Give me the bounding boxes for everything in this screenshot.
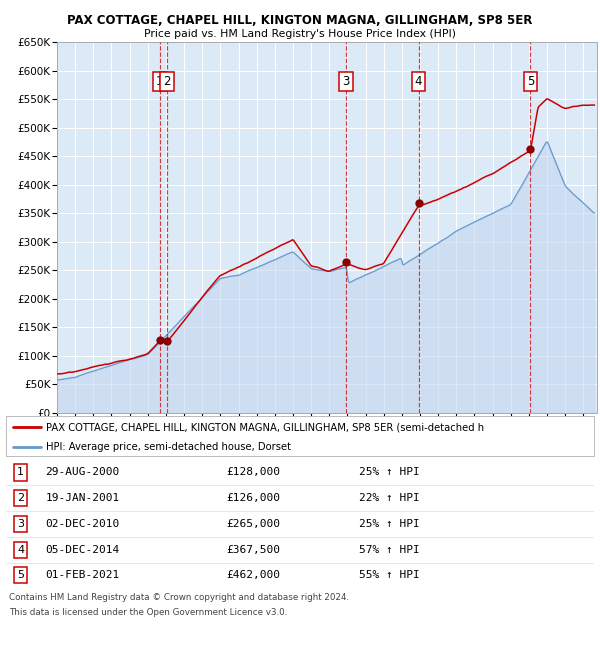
Text: £128,000: £128,000 <box>226 467 280 477</box>
Text: £265,000: £265,000 <box>226 519 280 529</box>
Text: 29-AUG-2000: 29-AUG-2000 <box>46 467 119 477</box>
Text: 1: 1 <box>17 467 24 477</box>
Text: 1: 1 <box>156 75 163 88</box>
Text: Contains HM Land Registry data © Crown copyright and database right 2024.: Contains HM Land Registry data © Crown c… <box>9 593 349 602</box>
Text: 3: 3 <box>342 75 350 88</box>
Text: PAX COTTAGE, CHAPEL HILL, KINGTON MAGNA, GILLINGHAM, SP8 5ER (semi-detached h: PAX COTTAGE, CHAPEL HILL, KINGTON MAGNA,… <box>46 422 484 432</box>
Text: £367,500: £367,500 <box>226 545 280 554</box>
Text: 19-JAN-2001: 19-JAN-2001 <box>46 493 119 503</box>
Text: This data is licensed under the Open Government Licence v3.0.: This data is licensed under the Open Gov… <box>9 608 287 618</box>
Text: 4: 4 <box>415 75 422 88</box>
Text: 25% ↑ HPI: 25% ↑ HPI <box>359 519 419 529</box>
Text: 4: 4 <box>17 545 24 554</box>
Text: £126,000: £126,000 <box>226 493 280 503</box>
Text: 2: 2 <box>163 75 170 88</box>
Text: 22% ↑ HPI: 22% ↑ HPI <box>359 493 419 503</box>
Text: 2: 2 <box>17 493 24 503</box>
Text: 01-FEB-2021: 01-FEB-2021 <box>46 571 119 580</box>
Text: 5: 5 <box>17 571 24 580</box>
Text: 3: 3 <box>17 519 24 529</box>
Text: 25% ↑ HPI: 25% ↑ HPI <box>359 467 419 477</box>
Text: 55% ↑ HPI: 55% ↑ HPI <box>359 571 419 580</box>
Text: PAX COTTAGE, CHAPEL HILL, KINGTON MAGNA, GILLINGHAM, SP8 5ER: PAX COTTAGE, CHAPEL HILL, KINGTON MAGNA,… <box>67 14 533 27</box>
Text: Price paid vs. HM Land Registry's House Price Index (HPI): Price paid vs. HM Land Registry's House … <box>144 29 456 38</box>
Text: HPI: Average price, semi-detached house, Dorset: HPI: Average price, semi-detached house,… <box>46 443 291 452</box>
Text: 02-DEC-2010: 02-DEC-2010 <box>46 519 119 529</box>
Text: £462,000: £462,000 <box>226 571 280 580</box>
Text: 5: 5 <box>527 75 534 88</box>
Text: 57% ↑ HPI: 57% ↑ HPI <box>359 545 419 554</box>
Text: 05-DEC-2014: 05-DEC-2014 <box>46 545 119 554</box>
